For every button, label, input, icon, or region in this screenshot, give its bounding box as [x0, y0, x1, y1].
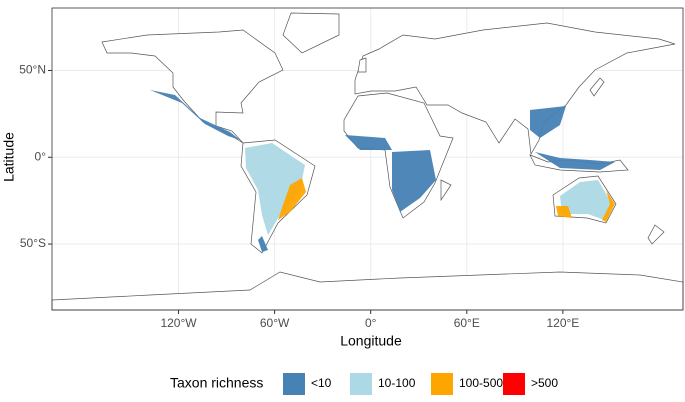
- legend-swatch: [350, 373, 372, 395]
- legend-label: <10: [311, 376, 332, 390]
- x-tick-label: 60°E: [454, 316, 480, 330]
- x-tick-label: 120°W: [160, 316, 197, 330]
- x-axis-title: Longitude: [340, 333, 402, 349]
- y-tick-label: 0°: [35, 149, 47, 163]
- legend-label: 100-500: [459, 376, 503, 390]
- legend-swatch: [503, 373, 525, 395]
- ticks: 120°W 60°W 0° 60°E 120°E 50°S 0° 50°N: [19, 63, 579, 331]
- y-tick-label: 50°S: [20, 236, 46, 250]
- y-tick-label: 50°N: [19, 63, 46, 77]
- region-lt10: [392, 150, 436, 212]
- madagascar: [440, 179, 452, 202]
- x-tick-label: 120°E: [546, 316, 579, 330]
- plot-border: [51, 7, 684, 311]
- richness-regions: [150, 90, 615, 252]
- great-britain: [357, 57, 367, 73]
- new-zealand: [647, 224, 665, 245]
- region-100-500: [602, 190, 615, 222]
- x-tick-label: 0°: [365, 316, 377, 330]
- region-lt10: [345, 135, 392, 150]
- region-100-500: [556, 206, 572, 218]
- y-axis-title: Latitude: [1, 132, 17, 182]
- legend: <10 10-100 100-500 >500: [283, 373, 558, 395]
- region-10-100: [245, 143, 305, 235]
- eurasia: [354, 22, 676, 156]
- land: [51, 12, 684, 311]
- legend-swatch: [431, 373, 453, 395]
- region-lt10: [258, 236, 268, 252]
- greenland: [282, 12, 340, 54]
- legend-swatch: [283, 373, 305, 395]
- region-lt10: [150, 90, 240, 140]
- region-10-100: [560, 180, 612, 220]
- x-tick-label: 60°W: [260, 316, 290, 330]
- legend-label: 10-100: [378, 376, 416, 390]
- japan: [589, 77, 605, 97]
- legend-label: >500: [531, 376, 558, 390]
- region-100-500: [278, 178, 306, 220]
- north-america: [101, 29, 284, 144]
- region-lt10: [530, 106, 566, 138]
- legend-title: Taxon richness: [170, 375, 263, 391]
- region-lt10: [535, 152, 615, 170]
